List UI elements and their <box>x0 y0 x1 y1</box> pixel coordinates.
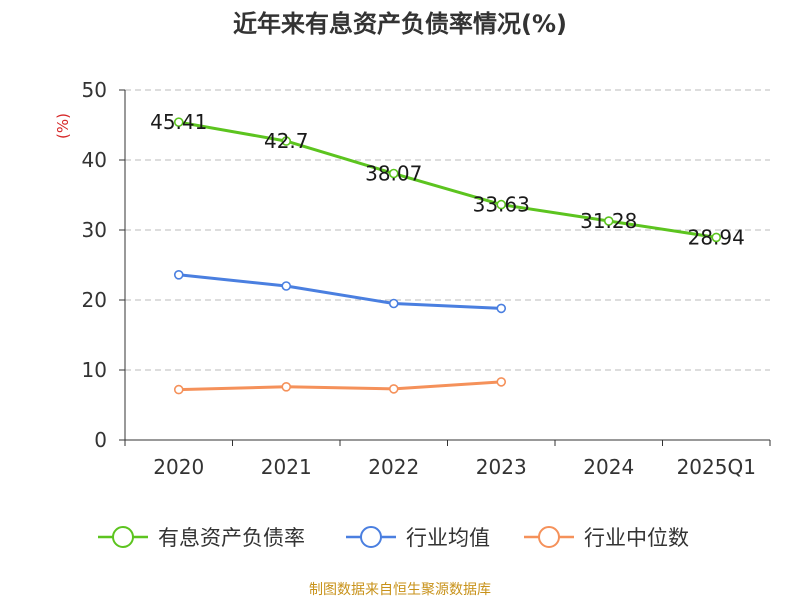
data-label: 31.28 <box>580 209 637 233</box>
data-point <box>173 117 184 127</box>
y-tick-label: 50 <box>82 78 107 102</box>
data-point <box>281 136 292 146</box>
data-point <box>173 384 184 395</box>
x-tick-label: 2023 <box>476 455 527 479</box>
data-point <box>173 269 184 280</box>
data-point <box>496 303 507 314</box>
data-labels: 45.41 42.7 38.07 33.63 31.28 28.94 <box>150 110 745 249</box>
source-note: 制图数据来自恒生聚源数据库 <box>309 582 491 598</box>
x-tick-label: 2025Q1 <box>677 455 756 479</box>
legend-label: 行业中位数 <box>584 526 689 550</box>
data-point <box>388 384 399 394</box>
data-point <box>388 298 399 309</box>
legend-marker <box>360 526 382 548</box>
x-tick-label: 2022 <box>368 455 419 479</box>
x-tick-label: 2024 <box>583 455 634 479</box>
y-tick-label: 0 <box>94 428 107 452</box>
legend-label: 行业均值 <box>406 526 490 550</box>
data-label: 33.63 <box>473 193 530 217</box>
y-tick-label: 30 <box>82 218 107 242</box>
series-group <box>173 117 722 395</box>
data-label: 42.7 <box>264 129 309 153</box>
series-line-0 <box>178 120 717 239</box>
series-line-2 <box>178 380 502 392</box>
legend: 有息资产负债率 行业均值 行业中位数 <box>98 526 689 550</box>
data-point <box>388 168 399 179</box>
grid-lines <box>125 89 770 371</box>
data-label: 28.94 <box>688 225 745 249</box>
data-point <box>281 281 292 291</box>
y-tick-label: 10 <box>82 358 107 382</box>
axes: 0 10 20 30 40 50 2020 2021 2022 2023 2024 2025Q1 <box>82 78 771 479</box>
data-point <box>496 199 507 210</box>
series-line-1 <box>178 273 502 310</box>
y-tick-label: 40 <box>82 148 107 172</box>
data-label: 38.07 <box>365 162 422 186</box>
legend-label: 有息资产负债率 <box>158 526 305 550</box>
x-tick-label: 2020 <box>153 455 204 479</box>
data-point <box>281 381 292 392</box>
data-point <box>603 216 614 226</box>
y-tick-label: 20 <box>82 288 107 312</box>
x-tick-label: 2021 <box>261 455 312 479</box>
data-label: 45.41 <box>150 110 207 134</box>
y-axis-label: (%) <box>54 113 72 139</box>
data-point <box>711 232 722 243</box>
legend-marker <box>538 526 560 548</box>
data-point <box>496 377 507 387</box>
legend-marker <box>112 526 134 548</box>
chart-title: 近年来有息资产负债率情况(%) <box>233 10 567 38</box>
